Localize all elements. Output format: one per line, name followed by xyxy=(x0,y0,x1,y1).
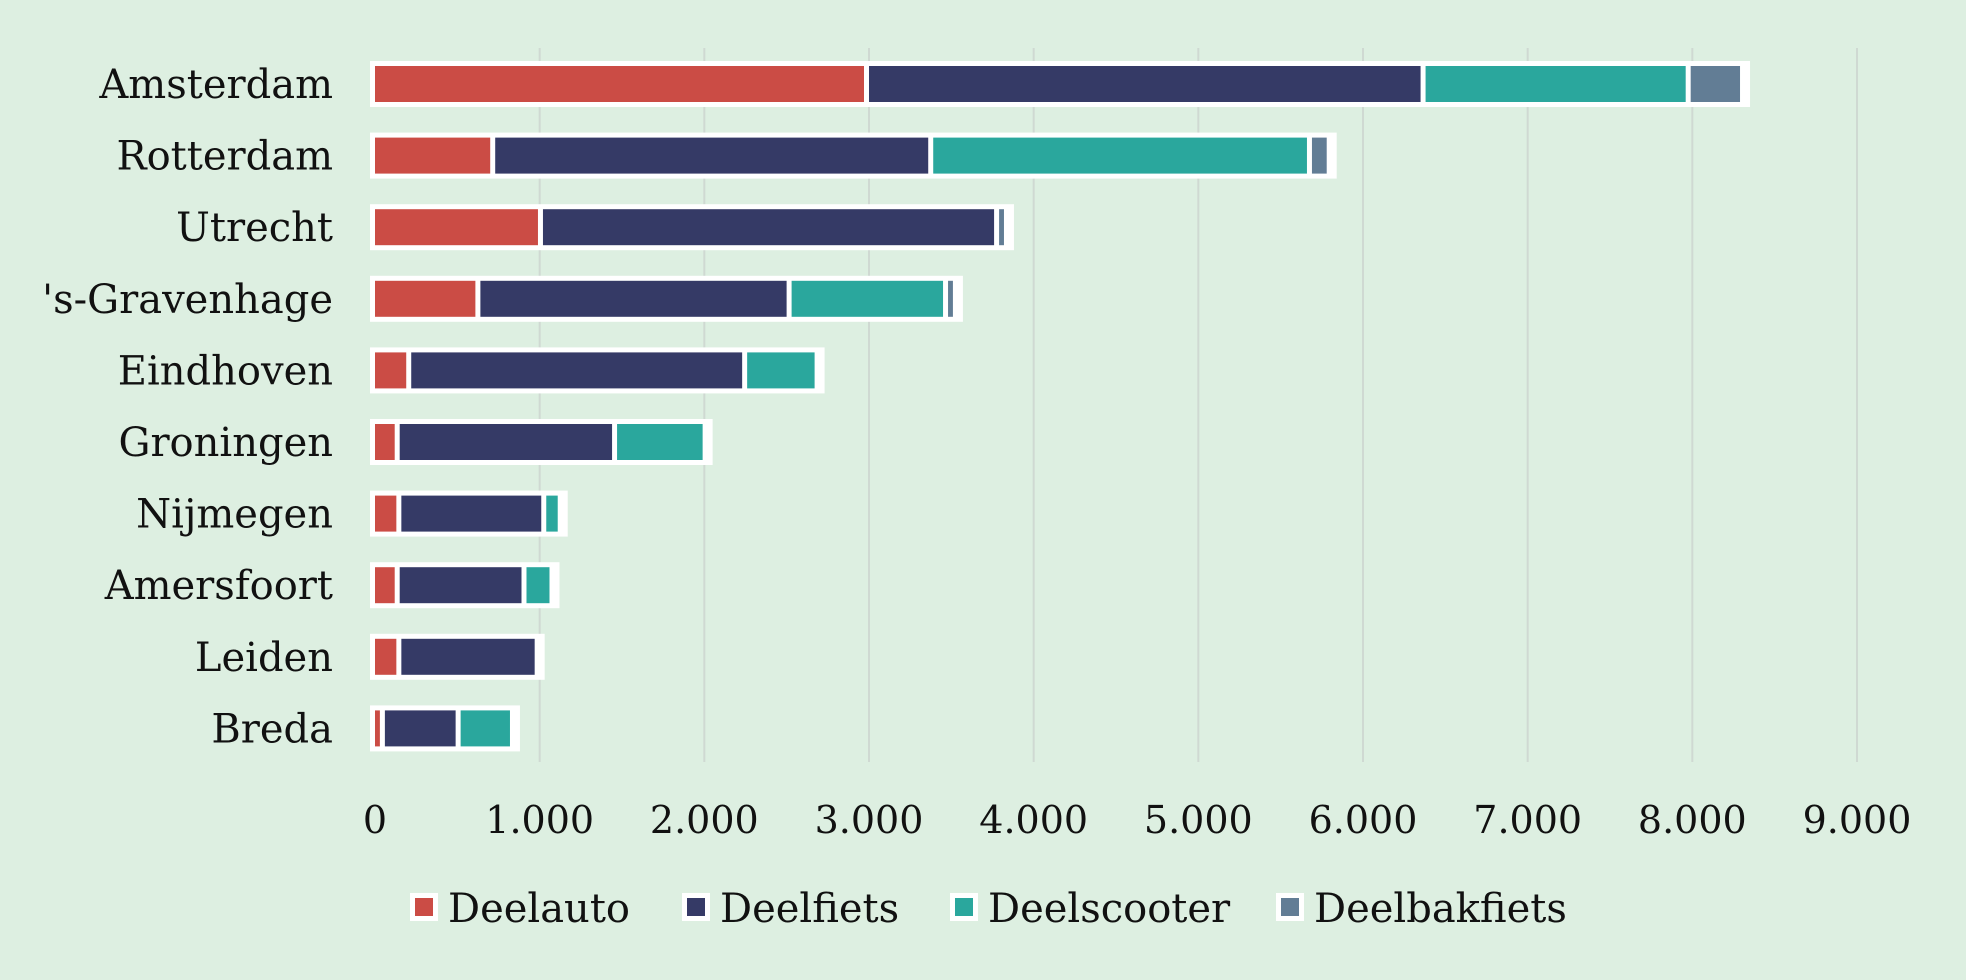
bar-utrecht-deelfiets xyxy=(542,209,995,246)
x-tick-label-4000: 4.000 xyxy=(979,798,1088,842)
bar-s-gravenhage-deelauto xyxy=(375,280,476,317)
category-label-amsterdam: Amsterdam xyxy=(98,62,333,108)
bars xyxy=(370,61,1751,752)
bar-breda-deelauto xyxy=(375,710,380,747)
legend: Deelauto Deelfiets Deelscooter Deelbakfiets xyxy=(410,886,1567,932)
x-tick-label-5000: 5.000 xyxy=(1144,798,1253,842)
bar-rotterdam-deelscooter xyxy=(933,137,1307,174)
category-label-leiden: Leiden xyxy=(195,635,333,681)
x-tick-label-7000: 7.000 xyxy=(1473,798,1582,842)
x-tick-label-6000: 6.000 xyxy=(1309,798,1418,842)
legend-label-deelfiets: Deelfiets xyxy=(720,886,899,932)
bar-groningen-deelauto xyxy=(375,424,395,460)
bar-amersfoort-deelauto xyxy=(375,567,395,604)
category-label-rotterdam: Rotterdam xyxy=(116,134,333,180)
legend-label-deelscooter: Deelscooter xyxy=(988,886,1231,932)
legend-item-deelauto: Deelauto xyxy=(410,886,630,932)
bar-utrecht-deelbakfiets xyxy=(999,209,1004,246)
category-label-groningen: Groningen xyxy=(118,420,333,466)
bar-s-gravenhage-deelscooter xyxy=(791,280,944,317)
bar-eindhoven-deelfiets xyxy=(411,352,743,389)
bar-amsterdam-deelauto xyxy=(375,66,864,102)
bar-groningen-deelfiets xyxy=(399,424,613,460)
x-tick-label-9000: 9.000 xyxy=(1803,798,1912,842)
x-tick-label-3000: 3.000 xyxy=(815,798,924,842)
bar-nijmegen-deelfiets xyxy=(401,495,542,532)
category-label-eindhoven: Eindhoven xyxy=(118,348,333,394)
legend-swatch-deelscooter xyxy=(955,898,973,916)
legend-item-deelbakfiets: Deelbakfiets xyxy=(1276,886,1567,932)
category-label-utrecht: Utrecht xyxy=(176,205,333,251)
bar-rotterdam-deelauto xyxy=(375,137,491,174)
legend-item-deelfiets: Deelfiets xyxy=(682,886,899,932)
legend-swatch-deelauto xyxy=(415,898,433,916)
bar-eindhoven-deelscooter xyxy=(747,352,815,389)
bar-amsterdam-deelfiets xyxy=(869,66,1421,102)
legend-item-deelscooter: Deelscooter xyxy=(950,886,1231,932)
category-labels: Amsterdam Rotterdam Utrecht 's-Gravenhage Ei… xyxy=(42,62,333,752)
bar-s-gravenhage-deelbakfiets xyxy=(948,280,953,317)
category-label-breda: Breda xyxy=(211,706,333,752)
bar-rotterdam-deelbakfiets xyxy=(1311,137,1327,174)
bar-leiden-deelauto xyxy=(375,638,397,675)
legend-label-deelauto: Deelauto xyxy=(448,886,630,932)
bar-amsterdam-deelscooter xyxy=(1425,66,1686,102)
bar-amersfoort-deelscooter xyxy=(526,567,550,604)
bar-amsterdam-deelbakfiets xyxy=(1690,66,1741,102)
bar-nijmegen-deelscooter xyxy=(546,495,558,532)
x-tick-label-0: 0 xyxy=(363,798,387,842)
x-tick-label-1000: 1.000 xyxy=(485,798,594,842)
bar-s-gravenhage-deelfiets xyxy=(480,280,787,317)
legend-swatch-deelfiets xyxy=(687,898,705,916)
bar-groningen-deelscooter xyxy=(617,424,703,460)
bar-nijmegen-deelauto xyxy=(375,495,397,532)
category-label-nijmegen: Nijmegen xyxy=(136,492,333,538)
category-label-amersfoort: Amersfoort xyxy=(104,563,333,609)
bar-breda-deelfiets xyxy=(384,710,456,747)
bar-rotterdam-deelfiets xyxy=(495,137,929,174)
category-label-s-gravenhage: 's-Gravenhage xyxy=(42,277,333,323)
bar-amersfoort-deelfiets xyxy=(399,567,522,604)
x-tick-label-2000: 2.000 xyxy=(650,798,759,842)
bar-eindhoven-deelauto xyxy=(375,352,407,389)
bar-breda-deelscooter xyxy=(460,710,510,747)
bar-utrecht-deelauto xyxy=(375,209,538,246)
x-tick-label-8000: 8.000 xyxy=(1638,798,1747,842)
x-axis-tick-labels: 0 1.000 2.000 3.000 4.000 5.000 6.000 7.000 8.00… xyxy=(363,798,1911,842)
legend-label-deelbakfiets: Deelbakfiets xyxy=(1314,886,1567,932)
bar-leiden-deelfiets xyxy=(401,638,535,675)
legend-swatch-deelbakfiets xyxy=(1281,898,1299,916)
